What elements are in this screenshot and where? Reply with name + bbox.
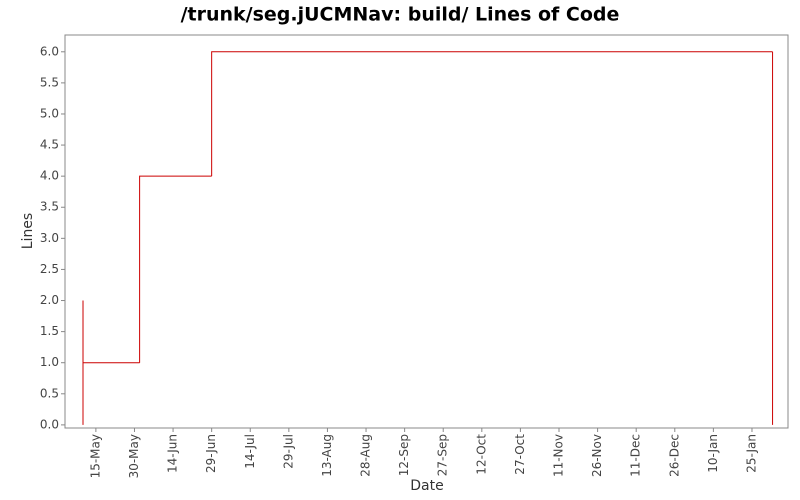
y-tick-label: 3.5 [40, 200, 59, 214]
x-tick-label: 12-Oct [474, 434, 488, 475]
y-tick-label: 1.0 [40, 355, 59, 369]
x-tick-label: 11-Dec [629, 434, 643, 477]
x-tick-label: 27-Sep [436, 434, 450, 476]
x-tick-label: 26-Dec [667, 434, 681, 477]
y-tick-label: 6.0 [40, 44, 59, 58]
y-tick-label: 4.5 [40, 138, 59, 152]
step-segment [139, 175, 212, 363]
x-tick-label: 11-Nov [552, 434, 566, 477]
x-tick-label: 13-Aug [320, 434, 334, 477]
x-tick-label: 15-May [88, 434, 102, 478]
x-tick-label: 28-Aug [359, 434, 373, 477]
x-tick-label: 29-Jul [281, 434, 295, 469]
y-tick-label: 0.0 [40, 417, 59, 431]
x-tick-label: 12-Sep [397, 434, 411, 476]
chart-title: /trunk/seg.jUCMNav: build/ Lines of Code [181, 4, 620, 26]
y-tick-label: 1.5 [40, 324, 59, 338]
x-tick-label: 14-Jul [243, 434, 257, 469]
plot-area [64, 34, 789, 429]
x-tick-label: 10-Jan [706, 434, 720, 473]
x-tick-label: 30-May [127, 434, 141, 478]
x-tick-label: 27-Oct [513, 434, 527, 475]
y-tick-label: 5.0 [40, 106, 59, 120]
x-axis-label: Date [410, 478, 443, 494]
y-tick-label: 2.5 [40, 262, 59, 276]
y-tick-label: 2.0 [40, 293, 59, 307]
y-tick-label: 5.5 [40, 75, 59, 89]
step-segment [82, 300, 140, 364]
y-tick-label: 4.0 [40, 169, 59, 183]
y-tick-label: 0.5 [40, 386, 59, 400]
y-tick-label: 3.0 [40, 231, 59, 245]
x-tick-label: 25-Jan [744, 434, 758, 473]
x-tick-label: 26-Nov [590, 434, 604, 477]
x-tick-label: 29-Jun [204, 434, 218, 473]
y-axis-label: Lines [20, 213, 36, 249]
step-segment [211, 51, 773, 177]
x-tick-label: 14-Jun [166, 434, 180, 473]
